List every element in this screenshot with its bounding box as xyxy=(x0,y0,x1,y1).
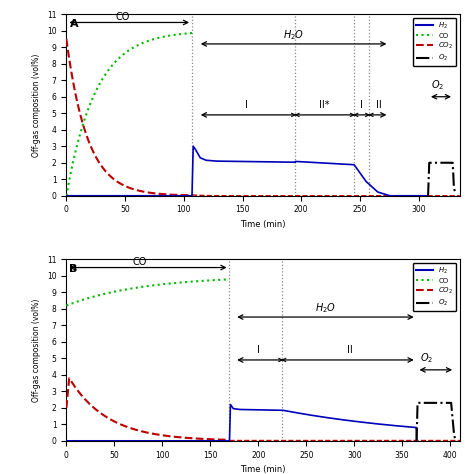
Y-axis label: Off-gas composition (vol%): Off-gas composition (vol%) xyxy=(32,298,41,402)
Text: CO: CO xyxy=(116,12,130,22)
Legend: $H_2$, CO, $CO_2$, $O_2$: $H_2$, CO, $CO_2$, $O_2$ xyxy=(413,263,456,311)
Text: B: B xyxy=(69,264,78,274)
Text: I: I xyxy=(360,100,363,110)
Text: II: II xyxy=(376,100,382,110)
Text: $O_2$: $O_2$ xyxy=(431,79,444,92)
Text: A: A xyxy=(70,19,79,29)
X-axis label: Time (min): Time (min) xyxy=(240,220,286,229)
Legend: $H_2$, CO, $CO_2$, $O_2$: $H_2$, CO, $CO_2$, $O_2$ xyxy=(413,18,456,66)
Text: $H_2O$: $H_2O$ xyxy=(283,28,304,42)
Text: II*: II* xyxy=(319,100,330,110)
Y-axis label: Off-gas composition (vol%): Off-gas composition (vol%) xyxy=(32,53,41,157)
Text: CO: CO xyxy=(133,257,147,267)
Text: $H_2O$: $H_2O$ xyxy=(315,301,336,315)
Text: II: II xyxy=(346,346,352,356)
X-axis label: Time (min): Time (min) xyxy=(240,465,286,474)
Text: $O_2$: $O_2$ xyxy=(419,352,433,365)
Text: I: I xyxy=(245,100,248,110)
Text: I: I xyxy=(257,346,260,356)
